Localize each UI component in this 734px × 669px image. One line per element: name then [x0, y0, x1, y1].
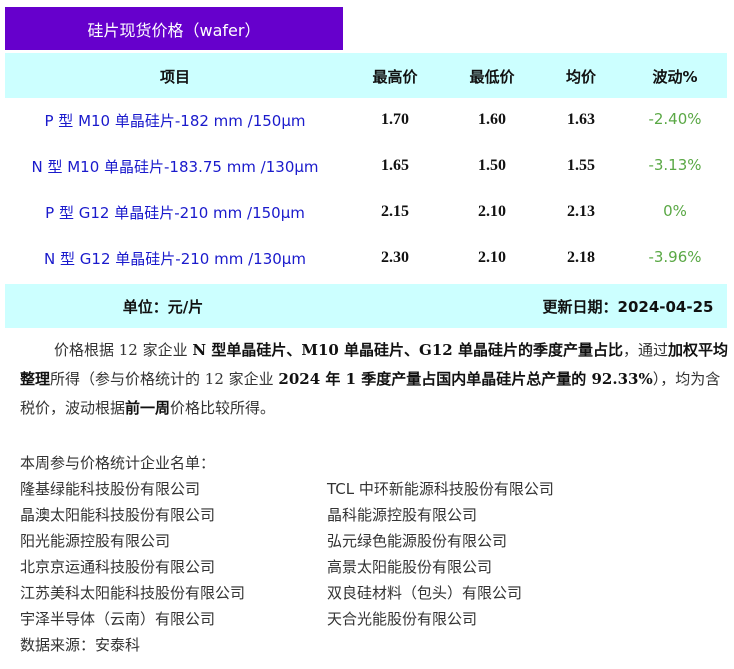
company-name: 北京京运通科技股份有限公司	[20, 558, 216, 576]
companies-heading: 本周参与价格统计企业名单：	[20, 454, 216, 472]
price-change: -3.96%	[648, 248, 702, 266]
product-name: N 型 M10 单晶硅片-183.75 mm /130μm	[31, 158, 319, 176]
product-name: N 型 G12 单晶硅片-210 mm /130μm	[44, 250, 306, 268]
table-footer: 单位：元/片 更新日期：2024-04-25	[5, 284, 727, 328]
paragraph-segment: 所得（参与价格统计的 12 家企业	[50, 370, 279, 388]
avg-price: 1.55	[567, 157, 595, 174]
header-max: 最高价	[372, 68, 418, 86]
company-name: 晶科能源控股有限公司	[327, 506, 478, 524]
price-change: 0%	[663, 202, 687, 220]
paragraph-segment: 价格比较所得。	[170, 399, 276, 417]
company-name: 隆基绿能科技股份有限公司	[20, 480, 201, 498]
header-change: 波动%	[652, 68, 698, 86]
max-price: 2.30	[381, 249, 409, 266]
max-price: 1.65	[381, 157, 409, 174]
methodology-paragraph: 价格根据 12 家企业 N 型单晶硅片、M10 单晶硅片、G12 单晶硅片的季度…	[20, 336, 730, 423]
product-name: P 型 M10 单晶硅片-182 mm /150μm	[44, 112, 306, 130]
min-price: 2.10	[478, 249, 506, 266]
paragraph-segment: 加权平均整理	[20, 341, 728, 388]
table-row: N 型 G12 单晶硅片-210 mm /130μm 2.30 2.10 2.18 -3…	[5, 236, 727, 282]
product-name: P 型 G12 单晶硅片-210 mm /150μm	[45, 204, 305, 222]
table-header: 项目 最高价 最低价 均价 波动%	[5, 53, 727, 98]
table-row: N 型 M10 单晶硅片-183.75 mm /130μm 1.65 1.50 1.5…	[5, 144, 727, 190]
paragraph-segment: N 型单晶硅片、M10 单晶硅片、G12 单晶硅片的季度产量占比	[192, 341, 623, 359]
avg-price: 1.63	[567, 111, 595, 128]
header-item: 项目	[159, 68, 191, 86]
update-date: 更新日期：2024-04-25	[542, 298, 714, 316]
table-row: P 型 M10 单晶硅片-182 mm /150μm 1.70 1.60 1.63 -2…	[5, 98, 727, 144]
price-change: -3.13%	[648, 156, 702, 174]
price-change: -2.40%	[648, 110, 702, 128]
max-price: 2.15	[381, 203, 409, 220]
min-price: 1.60	[478, 111, 506, 128]
avg-price: 2.13	[567, 203, 595, 220]
header-min: 最低价	[469, 68, 515, 86]
unit-label: 单位：元/片	[122, 298, 204, 316]
section-title: 硅片现货价格（wafer）	[5, 7, 343, 50]
avg-price: 2.18	[567, 249, 595, 266]
company-name: 晶澳太阳能科技股份有限公司	[20, 506, 216, 524]
paragraph-segment: 前一周	[125, 399, 171, 417]
data-source: 数据来源：安泰科	[20, 636, 141, 654]
min-price: 2.10	[478, 203, 506, 220]
company-name: 宇泽半导体（云南）有限公司	[20, 610, 216, 628]
header-avg: 均价	[565, 68, 597, 86]
company-name: 弘元绿色能源股份有限公司	[327, 532, 508, 550]
paragraph-segment: 2024 年 1 季度产量占国内单晶硅片总产量的 92.33%	[278, 370, 653, 388]
min-price: 1.50	[478, 157, 506, 174]
company-name: 江苏美科太阳能科技股份有限公司	[20, 584, 246, 602]
paragraph-segment: 价格根据 12 家企业	[54, 341, 193, 359]
paragraph-segment: ），均为含税价，波动根据	[20, 370, 721, 417]
company-name: 高景太阳能股份有限公司	[327, 558, 493, 576]
paragraph-segment: ，通过	[622, 341, 668, 359]
company-name: 双良硅材料（包头）有限公司	[327, 584, 523, 602]
table-row: P 型 G12 单晶硅片-210 mm /150μm 2.15 2.10 2.13 0%	[5, 190, 727, 236]
max-price: 1.70	[381, 111, 409, 128]
company-name: 阳光能源控股有限公司	[20, 532, 171, 550]
company-name: 天合光能股份有限公司	[327, 610, 478, 628]
company-name: TCL 中环新能源科技股份有限公司	[327, 480, 554, 498]
